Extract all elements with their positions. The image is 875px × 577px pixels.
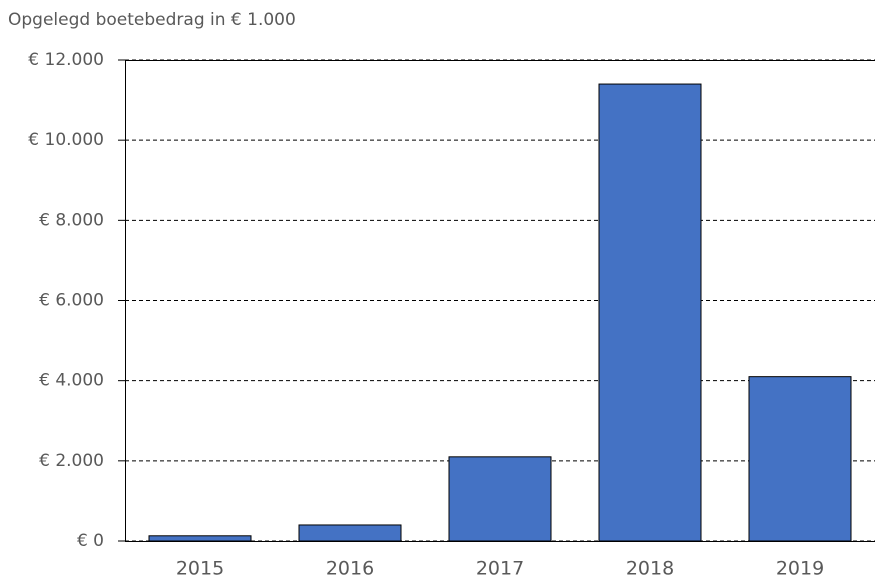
bar xyxy=(148,535,252,542)
x-tick-label: 2018 xyxy=(626,558,674,577)
x-tick-label: 2019 xyxy=(776,558,824,577)
bar xyxy=(598,83,702,542)
y-tick-label: € 4.000 xyxy=(39,371,104,391)
x-tick-label: 2016 xyxy=(326,558,374,577)
y-tick-label: € 10.000 xyxy=(28,130,104,150)
x-tick-label: 2015 xyxy=(176,558,224,577)
y-tick-label: € 12.000 xyxy=(28,50,104,70)
y-axis-title: Opgelegd boetebedrag in € 1.000 xyxy=(8,10,296,30)
y-tick-label: € 6.000 xyxy=(39,291,104,311)
bar xyxy=(298,524,402,542)
bar xyxy=(448,456,552,542)
y-tick-label: € 2.000 xyxy=(39,451,104,471)
y-tick-label: € 0 xyxy=(77,531,104,551)
y-tick-label: € 8.000 xyxy=(39,210,104,230)
bar xyxy=(748,376,852,542)
x-tick-label: 2017 xyxy=(476,558,524,577)
